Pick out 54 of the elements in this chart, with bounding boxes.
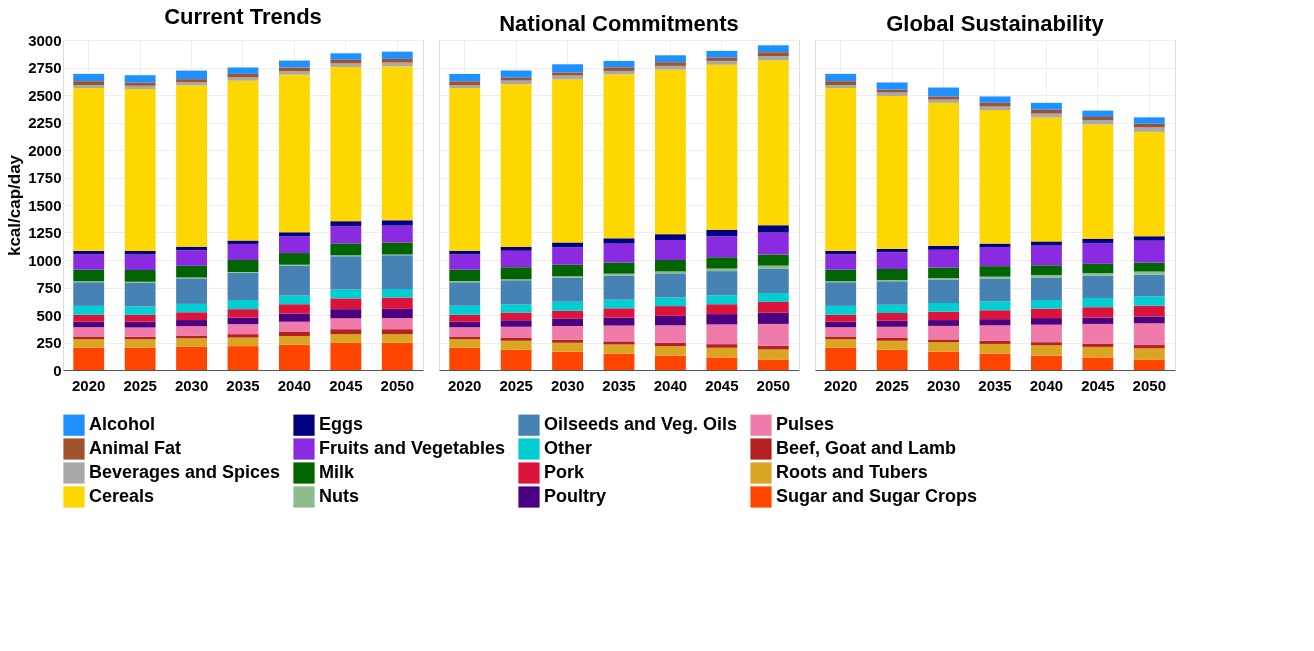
y-tick-label: 0 bbox=[53, 361, 62, 379]
legend-label: Sugar and Sugar Crops bbox=[776, 486, 978, 506]
legend-label: Pork bbox=[544, 462, 586, 482]
x-tick-label: 2025 bbox=[499, 376, 533, 394]
y-tick-label: 1000 bbox=[28, 251, 62, 269]
chart-title: National Commitments bbox=[499, 11, 739, 36]
y-tick-label: 2250 bbox=[28, 114, 62, 131]
y-tick-label: 250 bbox=[36, 334, 62, 351]
y-tick-label: 1750 bbox=[28, 169, 62, 186]
legend-label: Eggs bbox=[319, 414, 364, 435]
x-tick-label: 2020 bbox=[72, 376, 106, 394]
x-tick-label: 2030 bbox=[926, 376, 961, 394]
legend-label: Fruits and Vegetables bbox=[319, 438, 506, 458]
legend-label: Alcohol bbox=[89, 414, 155, 435]
chart-title: Current Trends bbox=[164, 4, 322, 29]
y-axis-title: kcal/cap/day bbox=[5, 154, 25, 257]
x-tick-label: 2045 bbox=[329, 376, 363, 394]
x-tick-label: 2020 bbox=[448, 376, 482, 394]
legend-label: Beef, Goat and Lamb bbox=[776, 438, 957, 458]
y-tick-label: 750 bbox=[36, 279, 62, 296]
x-tick-label: 2045 bbox=[705, 376, 739, 394]
y-tick-label: 500 bbox=[36, 306, 62, 324]
x-tick-label: 2035 bbox=[978, 376, 1012, 394]
y-tick-label: 3000 bbox=[28, 31, 62, 49]
y-tick-label: 2000 bbox=[28, 141, 62, 159]
x-tick-label: 2020 bbox=[824, 376, 858, 394]
y-tick-label: 2500 bbox=[28, 86, 62, 104]
legend-label: Poultry bbox=[544, 486, 607, 506]
x-tick-label: 2025 bbox=[875, 376, 909, 394]
x-tick-label: 2030 bbox=[550, 376, 585, 394]
x-tick-label: 2045 bbox=[1081, 376, 1115, 394]
x-tick-label: 2040 bbox=[277, 376, 312, 394]
y-tick-label: 2750 bbox=[28, 59, 62, 76]
legend-label: Oilseeds and Veg. Oils bbox=[544, 414, 738, 435]
x-tick-label: 2040 bbox=[653, 376, 688, 394]
x-tick-label: 2035 bbox=[226, 376, 260, 394]
legend-label: Milk bbox=[319, 462, 355, 482]
x-tick-label: 2050 bbox=[1132, 376, 1166, 394]
x-tick-label: 2050 bbox=[756, 376, 790, 394]
chart-title: Global Sustainability bbox=[886, 11, 1105, 36]
x-tick-label: 2025 bbox=[123, 376, 157, 394]
x-tick-label: 2030 bbox=[174, 376, 209, 394]
legend-label: Nuts bbox=[319, 486, 359, 506]
y-tick-label: 1500 bbox=[28, 196, 62, 214]
y-tick-label: 1250 bbox=[28, 224, 62, 241]
x-tick-label: 2040 bbox=[1029, 376, 1064, 394]
legend-label: Roots and Tubers bbox=[776, 462, 928, 482]
legend-label: Pulses bbox=[776, 414, 835, 435]
legend-label: Animal Fat bbox=[89, 438, 182, 458]
legend-label: Other bbox=[544, 438, 593, 458]
x-tick-label: 2035 bbox=[602, 376, 636, 394]
legend-label: Beverages and Spices bbox=[89, 462, 281, 482]
x-tick-label: 2050 bbox=[380, 376, 414, 394]
legend-label: Cereals bbox=[89, 486, 155, 506]
